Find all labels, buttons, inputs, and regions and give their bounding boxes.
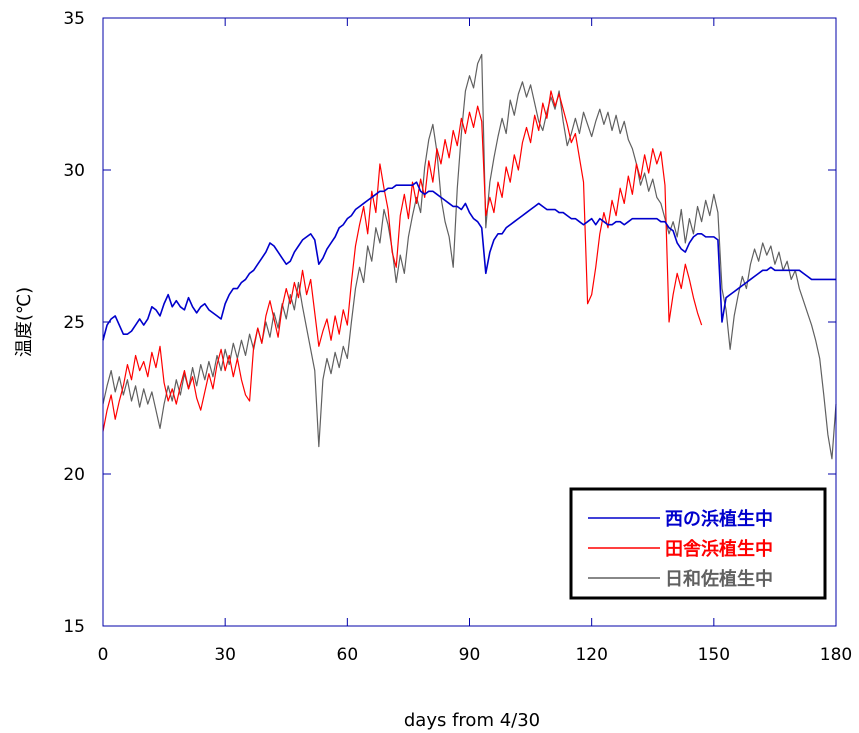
x-tick-label: 30 [214,645,236,665]
legend-box [569,487,827,600]
series-line-2 [102,90,703,432]
x-tick-label: 0 [98,645,109,665]
x-tick-label: 90 [459,645,481,665]
axis-layer: 0 30 60 90 120 150 180 15 20 25 30 35 [63,9,852,665]
series-line-1 [102,181,836,341]
x-tick-label: 60 [337,645,359,665]
y-tick-label: 15 [63,617,85,637]
y-tick-label: 25 [63,313,85,333]
legend-label-2: 田舎浜植生中 [665,538,773,560]
x-tick-label: 120 [575,645,607,665]
y-tick-label: 20 [63,465,85,485]
legend-label-3: 日和佐植生中 [665,568,773,590]
y-axis-label: 温度(℃) [14,287,35,357]
series-line-3 [102,53,837,460]
x-tick-label: 180 [820,645,852,665]
y-tick-label: 35 [63,9,85,29]
x-tick-label: 150 [698,645,730,665]
y-tick-label: 30 [63,161,85,181]
x-axis-label: days from 4/30 [404,710,540,731]
legend-label-1: 西の浜植生中 [665,508,773,530]
series-layer [102,53,837,460]
